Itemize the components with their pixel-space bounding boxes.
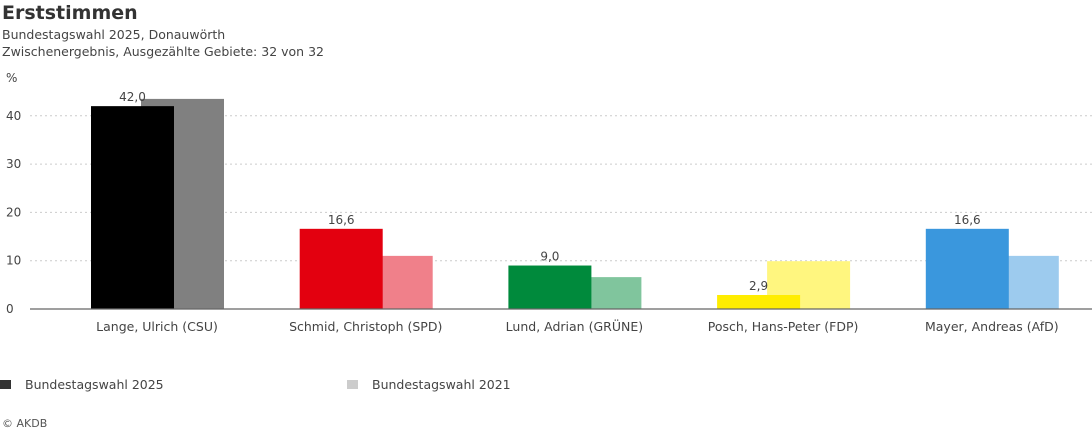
legend-swatch-2025 <box>0 380 11 389</box>
y-tick-label: 20 <box>6 205 21 219</box>
legend-label-2021: Bundestagswahl 2021 <box>372 377 511 392</box>
bar-2025 <box>508 265 592 309</box>
x-tick-label: Posch, Hans-Peter (FDP) <box>708 319 859 334</box>
chart-subtitle: Bundestagswahl 2025, Donauwörth <box>2 27 226 42</box>
chart-title: Erststimmen <box>2 2 138 24</box>
x-tick-label: Schmid, Christoph (SPD) <box>289 319 442 334</box>
chart-subtitle-status: Zwischenergebnis, Ausgezählte Gebiete: 3… <box>2 44 324 59</box>
legend-item-2025: Bundestagswahl 2025 <box>0 377 164 392</box>
y-tick-label: 10 <box>6 254 21 268</box>
y-tick-label: 0 <box>6 302 14 316</box>
x-tick-label: Lange, Ulrich (CSU) <box>96 319 218 334</box>
bar-2025 <box>91 106 174 309</box>
bar-2025 <box>925 228 1009 309</box>
bar-2025 <box>717 294 801 309</box>
x-tick-label: Lund, Adrian (GRÜNE) <box>506 318 643 334</box>
y-tick-label: 40 <box>6 109 21 123</box>
data-label: 16,6 <box>328 213 355 227</box>
data-label: 2,9 <box>749 279 768 293</box>
legend-swatch-2021 <box>347 380 358 389</box>
bar-2025 <box>299 228 383 309</box>
y-axis-unit: % <box>6 71 17 85</box>
data-label: 16,6 <box>954 213 981 227</box>
bar-chart: % 0 10 20 30 40 42,0 Lange, Ulrich (CSU) 16,6 Sch… <box>6 71 1092 334</box>
x-tick-label: Mayer, Andreas (AfD) <box>925 319 1059 334</box>
data-label: 9,0 <box>540 250 559 264</box>
legend-item-2021: Bundestagswahl 2021 <box>347 377 511 392</box>
data-label: 42,0 <box>119 90 146 104</box>
legend-label-2025: Bundestagswahl 2025 <box>25 377 164 392</box>
y-tick-label: 30 <box>6 157 21 171</box>
copyright: © AKDB <box>2 417 48 430</box>
